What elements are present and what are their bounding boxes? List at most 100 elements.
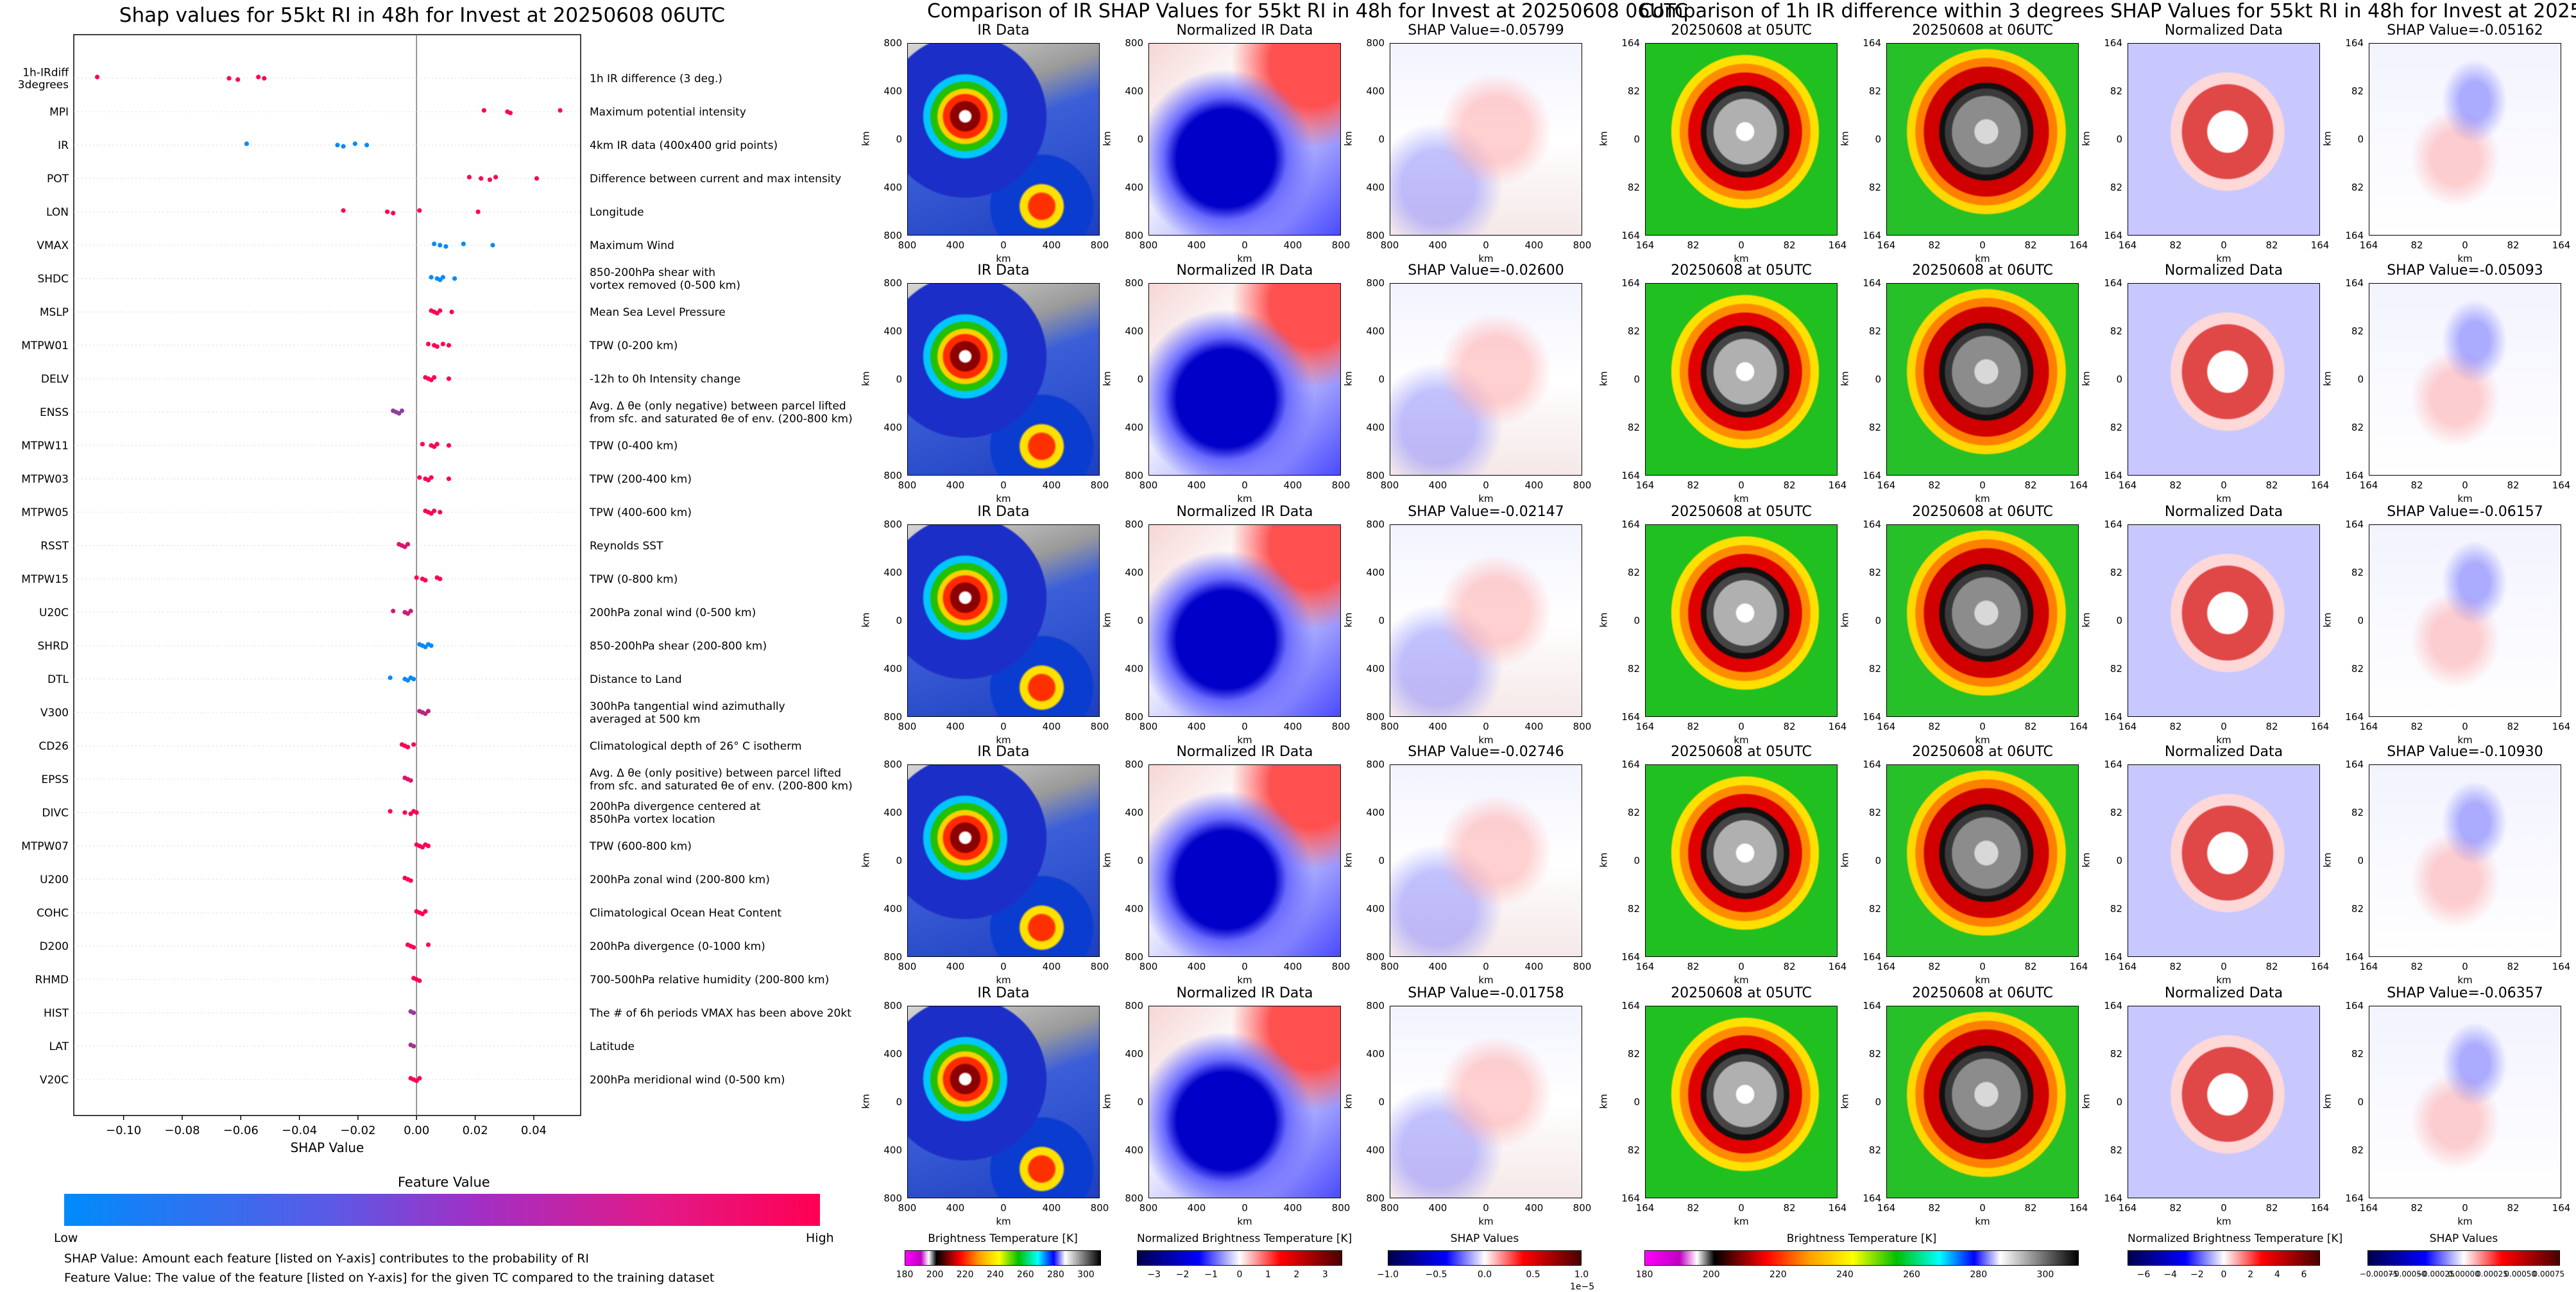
x-axis-label: km — [1478, 1216, 1494, 1227]
shap-point — [341, 144, 346, 149]
x-axis-label: km — [1734, 1216, 1749, 1227]
x-tick-label: 800 — [1331, 1202, 1351, 1214]
x-tick-label: 400 — [1524, 1202, 1544, 1214]
y-tick-label: 800 — [1125, 711, 1143, 723]
x-tick-label: 400 — [1428, 479, 1447, 491]
shap-point — [423, 909, 428, 914]
y-tick-label: 164 — [1621, 37, 1640, 49]
heatmap-image — [1886, 283, 2079, 476]
feature-description-label: averaged at 500 km — [590, 713, 701, 726]
x-tick-label: 0 — [2221, 1202, 2227, 1214]
y-tick-label: 0 — [1137, 134, 1143, 145]
x-tick-label: 400 — [1187, 961, 1206, 972]
shap-point — [434, 442, 439, 447]
feature-name-label: MTPW01 — [21, 340, 69, 352]
x-tick-label: 82 — [2507, 721, 2520, 732]
heatmap-image — [1886, 524, 2079, 717]
panel-title: IR Data — [977, 22, 1030, 39]
heatmap-image — [2128, 43, 2320, 236]
x-tick-label: 164 — [2069, 479, 2088, 491]
feature-value-colorbar-title: Feature Value — [398, 1175, 490, 1190]
shap-point — [262, 76, 267, 81]
colorbar-tick-label: 0.00050 — [2504, 1270, 2537, 1279]
panel-title: 20250608 at 06UTC — [1912, 985, 2053, 1001]
panel-title: Normalized Data — [2164, 22, 2283, 39]
x-tick-label: 82 — [1783, 239, 1796, 251]
y-tick-label: 164 — [2345, 37, 2364, 49]
colorbar-tick-label: 280 — [1970, 1270, 1988, 1280]
shap-point — [438, 308, 443, 313]
x-tick-label: 400 — [1042, 239, 1061, 251]
heatmap-panel: 20250608 at 06UTC 164 164 82 82 0 0 82 82 164 164 k… — [1839, 985, 2088, 1227]
shap-point — [226, 76, 232, 81]
y-axis-label: km — [2321, 131, 2333, 146]
y-tick-label: 164 — [1863, 1000, 1881, 1012]
heatmap-image — [1645, 283, 1838, 476]
x-tick-label: 82 — [1928, 1202, 1941, 1214]
x-tick-label: 82 — [2169, 479, 2182, 491]
y-tick-label: 164 — [1621, 470, 1640, 481]
shap-point — [414, 810, 419, 815]
y-axis-label: km — [860, 852, 872, 868]
shap-point — [475, 209, 481, 214]
heatmap-panel: Normalized Data 164 164 82 82 0 0 82 82 164 164 km k… — [2081, 504, 2330, 746]
x-tick-label: 164 — [1828, 239, 1847, 251]
shap-point — [385, 209, 390, 214]
x-tick-label: 0 — [1738, 239, 1744, 251]
y-tick-label: 0 — [896, 374, 902, 385]
y-tick-label: 800 — [883, 519, 902, 530]
x-tick-label: 0 — [1979, 239, 1986, 251]
y-tick-label: 82 — [1868, 1144, 1881, 1156]
feature-name-label: LON — [46, 206, 69, 219]
y-axis-label: km — [1342, 1094, 1354, 1109]
y-tick-label: 800 — [1366, 711, 1385, 723]
feature-name-label: DIVC — [42, 807, 69, 820]
colorbar-tick-label: −3 — [1147, 1270, 1161, 1280]
colorbar: Brightness Temperature [K] 180 200 220 240 26… — [896, 1232, 1101, 1280]
colorbar-title: Normalized Brightness Temperature [K] — [1137, 1232, 1352, 1245]
x-axis-label: km — [2216, 734, 2231, 746]
x-tick-label: 164 — [1877, 239, 1896, 251]
y-tick-label: 800 — [1125, 1000, 1143, 1012]
x-tick-label: 164 — [2310, 721, 2330, 732]
y-tick-label: 0 — [896, 615, 902, 626]
y-tick-label: 0 — [1137, 374, 1143, 385]
feature-description-label: 1h IR difference (3 deg.) — [590, 73, 722, 85]
feature-name-label: RSST — [40, 540, 69, 553]
feature-value-low-label: Low — [54, 1231, 78, 1245]
feature-description-label: 700-500hPa relative humidity (200-800 km… — [590, 974, 829, 986]
x-axis-label: km — [1237, 734, 1252, 746]
colorbar-tick-label: 0.5 — [1526, 1270, 1540, 1280]
shap-point — [493, 175, 499, 180]
heatmap-image — [1886, 764, 2079, 957]
y-axis-label: km — [1839, 371, 1851, 386]
y-tick-label: 400 — [883, 85, 902, 97]
colorbar-title: SHAP Values — [2429, 1232, 2498, 1245]
x-axis-label: km — [996, 974, 1011, 986]
y-tick-label: 164 — [2345, 519, 2364, 530]
x-tick-label: 0 — [1979, 1202, 1986, 1214]
y-tick-label: 800 — [1125, 519, 1143, 530]
x-tick-label: 400 — [1283, 961, 1302, 972]
x-tick-label: 164 — [1828, 479, 1847, 491]
y-tick-label: 0 — [1875, 1096, 1881, 1108]
x-tick-label: 400 — [1524, 961, 1544, 972]
x-tick-label: 0 — [1738, 1202, 1744, 1214]
shap-point — [411, 676, 416, 682]
x-tick-label: 82 — [2024, 961, 2037, 972]
heatmap-panel: Normalized IR Data 800 800 400 400 0 0 400 400 80… — [1102, 744, 1351, 986]
y-tick-label: 800 — [1366, 519, 1385, 530]
x-tick-label: 800 — [1090, 721, 1109, 732]
heatmap-panel: SHAP Value=-0.01758 800 800 400 400 0 0 400 400 8… — [1343, 985, 1592, 1227]
heatmap-panel: SHAP Value=-0.02147 800 800 400 400 0 0 400 400 8… — [1343, 504, 1592, 746]
x-tick-label: 82 — [1928, 961, 1941, 972]
y-tick-label: 164 — [2104, 37, 2122, 49]
y-axis-label: km — [2080, 612, 2092, 628]
x-axis-label: km — [1237, 1216, 1252, 1227]
shap-point — [417, 978, 422, 983]
y-tick-label: 0 — [1633, 374, 1640, 385]
x-tick-label: 82 — [2507, 479, 2520, 491]
shap-point — [388, 675, 393, 680]
feature-description-label: 300hPa tangential wind azimuthally — [590, 700, 785, 713]
x-tick-label: 800 — [1139, 961, 1158, 972]
